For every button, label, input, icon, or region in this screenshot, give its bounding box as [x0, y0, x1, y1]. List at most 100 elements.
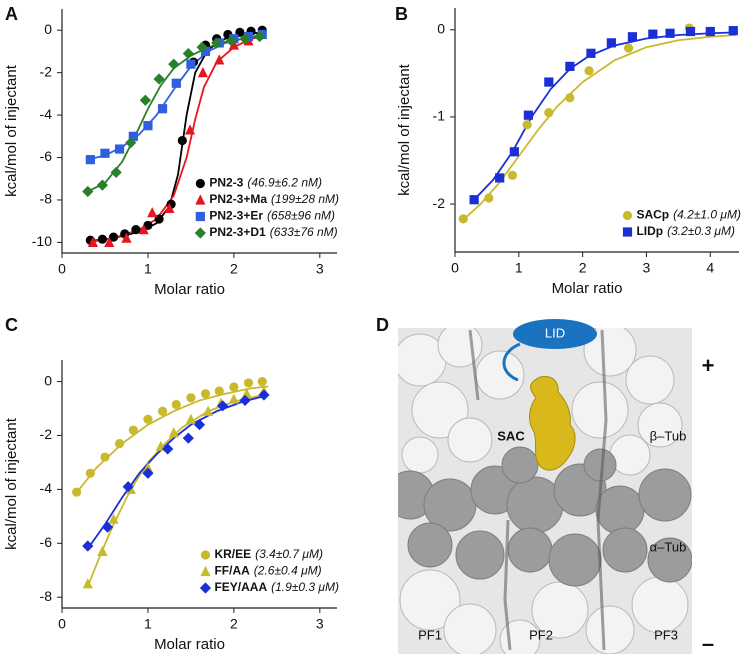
- point: [200, 46, 211, 57]
- x-tick-label: 0: [451, 260, 459, 276]
- legend-kd: (4.2±1.0 μM): [673, 208, 741, 222]
- legend-marker: [195, 211, 205, 222]
- point: [96, 179, 108, 191]
- fit-line: [460, 34, 736, 223]
- legend-entry: PN2-3+Ma (199±28 nM): [209, 192, 339, 206]
- point: [85, 468, 95, 478]
- point: [254, 30, 266, 43]
- point: [153, 73, 165, 85]
- sac-peptide: [529, 376, 576, 471]
- point: [142, 467, 154, 479]
- legend-entry: PN2-3+D1 (633±76 nM): [209, 225, 337, 239]
- legend-kd: (46.9±6.2 nM): [247, 176, 322, 190]
- point: [243, 378, 254, 388]
- legend-marker: [622, 210, 633, 221]
- point: [469, 195, 479, 205]
- point: [509, 147, 519, 157]
- point: [523, 110, 533, 120]
- point: [82, 540, 94, 552]
- point: [217, 400, 229, 412]
- point: [72, 487, 82, 497]
- legend-name: KR/EE: [214, 547, 251, 561]
- point: [202, 405, 214, 416]
- point: [168, 58, 180, 70]
- y-tick-label: 0: [44, 372, 52, 388]
- x-tick-label: 0: [58, 616, 66, 632]
- point: [228, 393, 239, 404]
- point: [606, 38, 616, 48]
- y-tick-label: 0: [44, 21, 52, 37]
- x-axis-label: Molar ratio: [154, 636, 225, 653]
- point: [214, 54, 225, 65]
- point: [157, 104, 168, 114]
- legend-name: FF/AA: [214, 564, 250, 578]
- point: [171, 78, 181, 88]
- point: [214, 386, 224, 396]
- point: [627, 32, 638, 42]
- point: [186, 393, 196, 403]
- legend-marker: [200, 550, 211, 560]
- pf3-label: PF3: [654, 627, 678, 642]
- point: [82, 185, 94, 198]
- x-tick-label: 3: [643, 260, 651, 276]
- point: [200, 389, 211, 399]
- point: [143, 220, 153, 231]
- point: [110, 166, 122, 178]
- point: [100, 148, 110, 158]
- point: [623, 43, 634, 53]
- point: [97, 234, 107, 244]
- point: [565, 61, 575, 71]
- point: [171, 399, 181, 410]
- x-tick-label: 2: [579, 260, 587, 276]
- point: [122, 481, 134, 493]
- y-tick-label: -6: [40, 534, 53, 550]
- legend-name: FEY/AAA: [214, 580, 267, 594]
- legend-name: PN2-3+Ma: [209, 192, 267, 206]
- point: [565, 93, 575, 103]
- point: [184, 124, 196, 135]
- point: [177, 135, 187, 146]
- y-tick-label: -2: [40, 63, 53, 79]
- lid-ellipse: [513, 319, 597, 349]
- point: [211, 37, 223, 49]
- alpha-label: α–Tub: [650, 539, 687, 554]
- point: [257, 376, 267, 387]
- point: [648, 29, 658, 39]
- legend-entry: LIDp (3.2±0.3 μM): [636, 224, 735, 238]
- point: [544, 77, 554, 87]
- fit-line: [87, 34, 265, 193]
- legend-kd: (633±76 nM): [270, 225, 338, 239]
- panel-letter: B: [395, 4, 408, 24]
- x-tick-label: 1: [144, 616, 152, 632]
- minus-end: –: [702, 631, 714, 656]
- legend-name: PN2-3+D1: [209, 225, 266, 239]
- y-tick-label: -10: [32, 233, 52, 249]
- x-tick-label: 1: [515, 260, 523, 276]
- point: [168, 427, 179, 438]
- point: [484, 193, 494, 203]
- legend-name: SACp: [636, 208, 669, 222]
- legend-name: PN2-3: [209, 176, 243, 190]
- fit-line: [87, 394, 269, 550]
- point: [495, 173, 505, 183]
- pf2-label: PF2: [529, 627, 553, 642]
- x-tick-label: 2: [230, 261, 238, 277]
- point: [97, 545, 108, 556]
- point: [121, 232, 132, 243]
- legend-marker: [199, 582, 212, 594]
- y-tick-label: 0: [437, 20, 445, 36]
- point: [162, 443, 174, 455]
- legend-kd: (2.6±0.4 μM): [254, 564, 322, 578]
- sac-label: SAC: [497, 428, 525, 443]
- point: [114, 438, 125, 449]
- point: [584, 66, 594, 76]
- x-tick-label: 2: [230, 616, 238, 632]
- y-axis-label: kcal/mol of injectant: [396, 63, 413, 196]
- legend-marker: [622, 227, 633, 237]
- point: [85, 155, 95, 165]
- legend-name: LIDp: [636, 224, 663, 238]
- y-tick-label: -8: [40, 588, 53, 604]
- point: [458, 214, 468, 224]
- x-tick-label: 1: [144, 261, 152, 277]
